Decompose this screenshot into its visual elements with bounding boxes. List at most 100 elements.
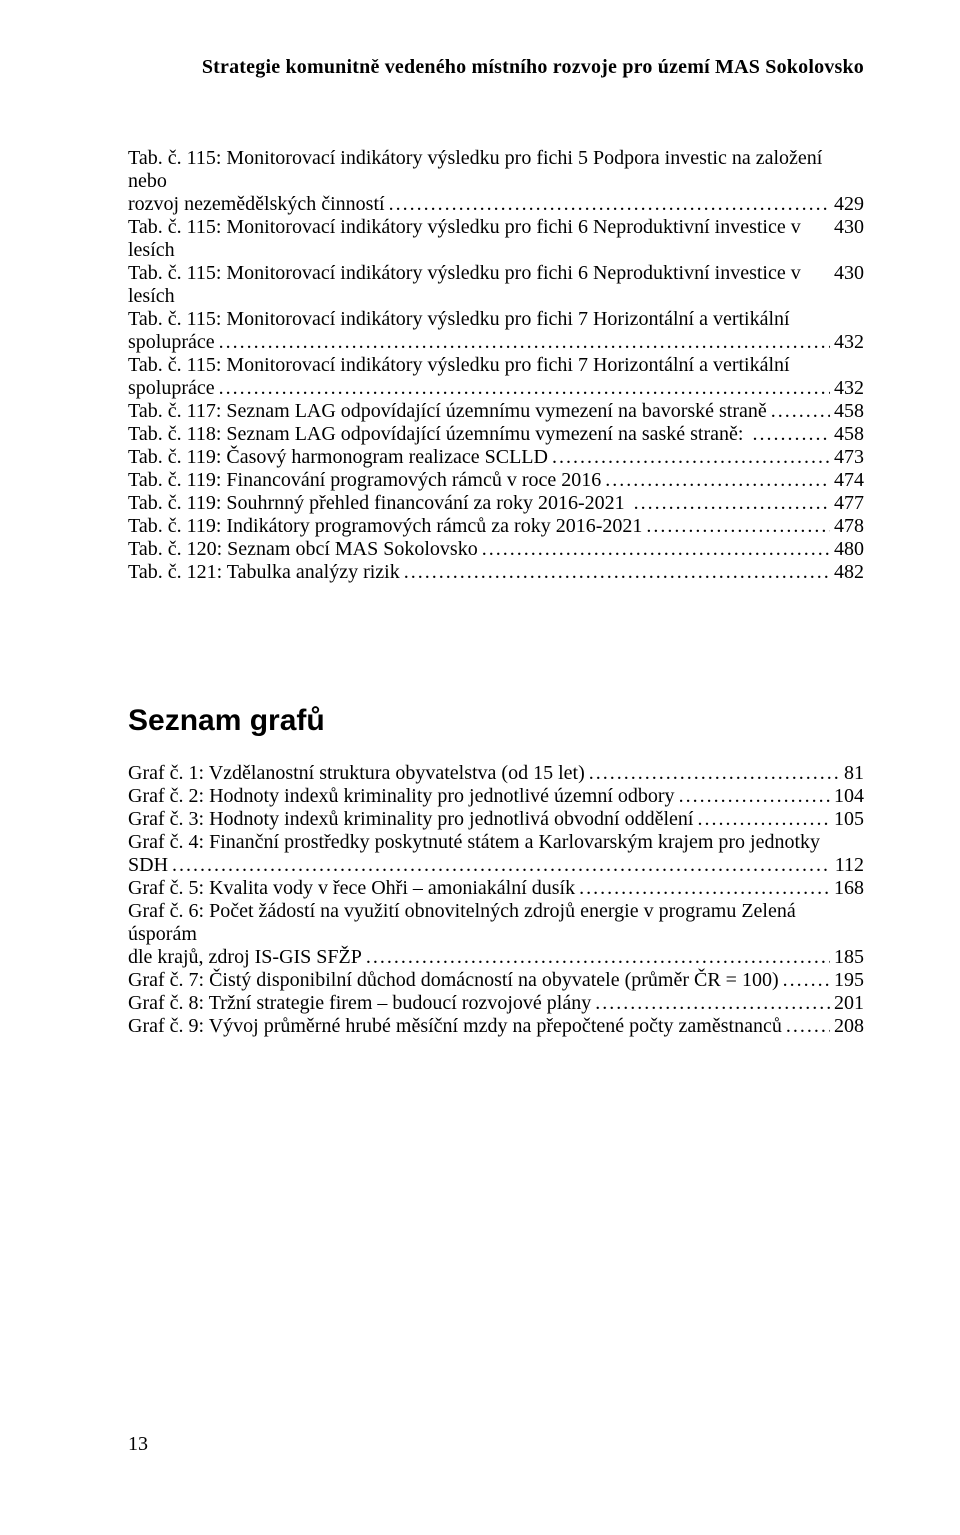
page-number: 13 xyxy=(128,1433,148,1456)
toc-entry: Graf č. 3: Hodnoty indexů kriminality pr… xyxy=(128,808,864,831)
toc-entry-continuation: spolupráce 432 xyxy=(128,377,864,400)
heading-seznam-grafu: Seznam grafů xyxy=(128,704,864,738)
toc-entry-label: Graf č. 6: Počet žádostí na využití obno… xyxy=(128,900,864,946)
toc-entry-continuation: dle krajů, zdroj IS-GIS SFŽP 185 xyxy=(128,946,864,969)
toc-entry-page: 473 xyxy=(834,446,864,469)
toc-entry: Graf č. 8: Tržní strategie firem – budou… xyxy=(128,992,864,1015)
toc-entry: Tab. č. 115: Monitorovací indikátory výs… xyxy=(128,147,864,193)
toc-entry: Tab. č. 118: Seznam LAG odpovídající úze… xyxy=(128,423,864,446)
toc-entry-label: spolupráce xyxy=(128,377,215,400)
toc-entry-page: 429 xyxy=(834,193,864,216)
toc-entry: Tab. č. 117: Seznam LAG odpovídající úze… xyxy=(128,400,864,423)
toc-entry-label: Tab. č. 115: Monitorovací indikátory výs… xyxy=(128,354,790,377)
toc-entry-label: Graf č. 4: Finanční prostředky poskytnut… xyxy=(128,831,820,854)
toc-entry-page: 474 xyxy=(834,469,864,492)
toc-entry-label: Graf č. 5: Kvalita vody v řece Ohři – am… xyxy=(128,877,575,900)
toc-entry: Tab. č. 121: Tabulka analýzy rizik 482 xyxy=(128,561,864,584)
toc-entry-label: dle krajů, zdroj IS-GIS SFŽP xyxy=(128,946,362,969)
toc-entry: Tab. č. 120: Seznam obcí MAS Sokolovsko … xyxy=(128,538,864,561)
toc-entry-label: Tab. č. 118: Seznam LAG odpovídající úze… xyxy=(128,423,748,446)
toc-entry-label: spolupráce xyxy=(128,331,215,354)
toc-entry: Tab. č. 115: Monitorovací indikátory výs… xyxy=(128,262,864,308)
toc-entry-label: Tab. č. 117: Seznam LAG odpovídající úze… xyxy=(128,400,767,423)
toc-leader-dots xyxy=(771,400,830,423)
toc-entry: Tab. č. 119: Financování programových rá… xyxy=(128,469,864,492)
toc-entry-label: Tab. č. 119: Indikátory programových rám… xyxy=(128,515,642,538)
toc-entry: Graf č. 2: Hodnoty indexů kriminality pr… xyxy=(128,785,864,808)
toc-entry-label: Tab. č. 119: Financování programových rá… xyxy=(128,469,601,492)
toc-entry-label: Tab. č. 119: Souhrnný přehled financován… xyxy=(128,492,630,515)
toc-leader-dots xyxy=(219,377,830,400)
toc-entry-label: Tab. č. 119: Časový harmonogram realizac… xyxy=(128,446,548,469)
toc-leader-dots xyxy=(595,992,830,1015)
page: Strategie komunitně vedeného místního ro… xyxy=(0,0,960,1512)
toc-entry-page: 482 xyxy=(834,561,864,584)
toc-entry-label: rozvoj nezemědělských činností xyxy=(128,193,385,216)
toc-entry-continuation: spolupráce 432 xyxy=(128,331,864,354)
toc-entry-page: 458 xyxy=(834,400,864,423)
toc-leader-dots xyxy=(404,561,830,584)
toc-entry-label: Tab. č. 115: Monitorovací indikátory výs… xyxy=(128,308,790,331)
toc-entry: Tab. č. 115: Monitorovací indikátory výs… xyxy=(128,354,864,377)
running-header: Strategie komunitně vedeného místního ro… xyxy=(128,56,864,79)
toc-entry: Graf č. 4: Finanční prostředky poskytnut… xyxy=(128,831,864,854)
toc-leader-dots xyxy=(646,515,830,538)
toc-entry-label: Tab. č. 120: Seznam obcí MAS Sokolovsko xyxy=(128,538,478,561)
toc-entry-label: Graf č. 8: Tržní strategie firem – budou… xyxy=(128,992,591,1015)
toc-entry: Graf č. 5: Kvalita vody v řece Ohři – am… xyxy=(128,877,864,900)
toc-leader-dots xyxy=(389,193,830,216)
toc-leader-dots xyxy=(366,946,830,969)
toc-entry-page: 195 xyxy=(834,969,864,992)
toc-entry-label: Tab. č. 115: Monitorovací indikátory výs… xyxy=(128,147,864,193)
toc-entry-page: 201 xyxy=(834,992,864,1015)
toc-leader-dots xyxy=(172,854,831,877)
toc-entry-page: 81 xyxy=(844,762,864,785)
toc-leader-dots xyxy=(697,808,830,831)
toc-entry-continuation: rozvoj nezemědělských činností 429 xyxy=(128,193,864,216)
toc-graphs: Graf č. 1: Vzdělanostní struktura obyvat… xyxy=(128,762,864,1038)
toc-entry-page: 430 xyxy=(834,262,864,285)
toc-entry-page: 478 xyxy=(834,515,864,538)
toc-entry: Graf č. 7: Čistý disponibilní důchod dom… xyxy=(128,969,864,992)
toc-entry-label: Tab. č. 115: Monitorovací indikátory výs… xyxy=(128,262,826,308)
toc-entry-page: 432 xyxy=(834,331,864,354)
toc-entry: Graf č. 1: Vzdělanostní struktura obyvat… xyxy=(128,762,864,785)
toc-entry: Tab. č. 119: Časový harmonogram realizac… xyxy=(128,446,864,469)
toc-entry: Tab. č. 115: Monitorovací indikátory výs… xyxy=(128,216,864,262)
toc-entry-continuation: SDH 112 xyxy=(128,854,864,877)
toc-entry-label: Graf č. 9: Vývoj průměrné hrubé měsíční … xyxy=(128,1015,782,1038)
toc-entry: Tab. č. 119: Indikátory programových rám… xyxy=(128,515,864,538)
toc-leader-dots xyxy=(634,492,830,515)
toc-entry: Tab. č. 119: Souhrnný přehled financován… xyxy=(128,492,864,515)
toc-entry-page: 432 xyxy=(834,377,864,400)
toc-entry-page: 480 xyxy=(834,538,864,561)
toc-entry-label: SDH xyxy=(128,854,168,877)
toc-entry-page: 168 xyxy=(834,877,864,900)
toc-leader-dots xyxy=(482,538,830,561)
toc-entry-page: 105 xyxy=(834,808,864,831)
toc-entry-page: 112 xyxy=(835,854,864,877)
toc-entry: Tab. č. 115: Monitorovací indikátory výs… xyxy=(128,308,864,331)
toc-entry-label: Graf č. 3: Hodnoty indexů kriminality pr… xyxy=(128,808,693,831)
toc-leader-dots xyxy=(552,446,830,469)
toc-entry-page: 430 xyxy=(834,216,864,239)
toc-entry: Graf č. 6: Počet žádostí na využití obno… xyxy=(128,900,864,946)
toc-entry-page: 104 xyxy=(834,785,864,808)
toc-leader-dots xyxy=(219,331,830,354)
toc-tables: Tab. č. 115: Monitorovací indikátory výs… xyxy=(128,147,864,584)
toc-leader-dots xyxy=(783,969,830,992)
toc-entry: Graf č. 9: Vývoj průměrné hrubé měsíční … xyxy=(128,1015,864,1038)
toc-entry-label: Graf č. 2: Hodnoty indexů kriminality pr… xyxy=(128,785,675,808)
toc-leader-dots xyxy=(579,877,830,900)
toc-leader-dots xyxy=(679,785,830,808)
toc-entry-page: 458 xyxy=(834,423,864,446)
toc-entry-label: Tab. č. 121: Tabulka analýzy rizik xyxy=(128,561,400,584)
toc-entry-label: Graf č. 1: Vzdělanostní struktura obyvat… xyxy=(128,762,585,785)
toc-leader-dots xyxy=(786,1015,830,1038)
toc-leader-dots xyxy=(752,423,830,446)
toc-entry-label: Tab. č. 115: Monitorovací indikátory výs… xyxy=(128,216,826,262)
toc-entry-page: 208 xyxy=(834,1015,864,1038)
toc-entry-label: Graf č. 7: Čistý disponibilní důchod dom… xyxy=(128,969,779,992)
toc-entry-page: 185 xyxy=(834,946,864,969)
toc-leader-dots xyxy=(605,469,830,492)
